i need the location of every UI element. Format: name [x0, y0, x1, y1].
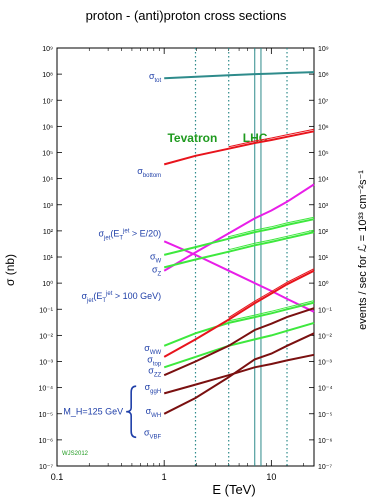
series-line	[163, 301, 315, 347]
higgs-mass-label: M_H=125 GeV	[63, 407, 123, 417]
series-label: σWW	[144, 343, 161, 356]
y-tick-label-left: 10¹	[43, 255, 54, 262]
series-label: σbottom	[137, 166, 161, 179]
series-label: σW	[150, 252, 162, 265]
footnote: WJS2012	[62, 451, 89, 457]
y-tick-label-right: 10⁴	[318, 177, 329, 184]
y-tick-label-right: 10⁻²	[318, 333, 332, 340]
series-label: σZZ	[148, 365, 161, 378]
y-tick-label-right: 10⁸	[318, 72, 329, 79]
series-line	[163, 321, 315, 369]
y-tick-label-left: 10⁷	[43, 98, 54, 105]
higgs-brace	[126, 385, 137, 439]
y-tick-label-right: 10⁻³	[318, 360, 332, 367]
y-tick-label-right: 10⁵	[318, 151, 329, 158]
plot-area: 10⁻⁷ 10⁻⁷ 10⁻⁶ 10⁻⁶ 10⁻⁵ 10⁻⁵ 10⁻⁴ 10⁻⁴ 10⁻³ 10⁻³…	[39, 46, 333, 482]
y-tick-label-right: 10⁻¹	[318, 307, 332, 314]
y-tick-label-right: 10³	[318, 203, 329, 210]
y-axis-label-left: σ (nb)	[3, 254, 17, 286]
series-line	[163, 353, 315, 395]
y-tick-label-left: 10⁶	[42, 124, 53, 131]
y-tick-label-left: 10⁻³	[39, 360, 53, 367]
y-tick-label-right: 10⁷	[318, 98, 329, 105]
y-tick-label-right: 10⁻⁶	[318, 438, 332, 445]
series-line	[163, 130, 315, 166]
series-line-secondary	[228, 268, 315, 319]
series-line	[163, 183, 315, 272]
y-tick-label-left: 10⁰	[42, 280, 53, 288]
series-line	[163, 240, 315, 313]
y-tick-label-left: 10⁻⁶	[39, 438, 53, 445]
x-tick-label: 10	[266, 472, 276, 482]
series-line	[163, 307, 315, 377]
series-line-secondary	[228, 300, 315, 322]
series-line	[163, 231, 315, 269]
x-axis-label: E (TeV)	[212, 482, 255, 497]
y-tick-label-left: 10⁻¹	[39, 307, 53, 314]
series-label: σtop	[147, 355, 162, 368]
series-label: σtot	[149, 71, 162, 84]
series-label: σggH	[145, 382, 162, 395]
series-label: σZ	[152, 265, 162, 278]
series-line-secondary	[228, 128, 315, 148]
y-tick-label-left: 10⁵	[42, 151, 53, 158]
y-tick-label-right: 10¹	[318, 255, 329, 262]
series-line	[164, 71, 315, 80]
x-tick-label: 0.1	[51, 472, 64, 482]
series-line	[163, 269, 315, 358]
y-axis-label-right: events / sec for ℒ = 10³³ cm⁻²s⁻¹	[357, 170, 369, 330]
series-label: σVBF	[144, 427, 162, 440]
chart-title: proton - (anti)proton cross sections	[86, 8, 287, 23]
series-label: σjet(ETjet > 100 GeV)	[81, 291, 161, 304]
series-line-secondary	[228, 216, 315, 238]
y-tick-label-left: 10⁴	[42, 177, 53, 184]
y-tick-label-right: 10⁹	[318, 46, 329, 53]
y-tick-label-right: 10⁶	[318, 124, 329, 131]
y-tick-label-left: 10⁹	[42, 46, 53, 53]
y-tick-label-left: 10⁻⁵	[39, 412, 53, 419]
y-tick-label-right: 10⁰	[318, 280, 329, 288]
series-line	[163, 332, 315, 415]
y-tick-label-right: 10²	[318, 229, 329, 236]
series-label: σWH	[146, 406, 162, 419]
series-label: σjet(ETjet > E/20)	[98, 229, 161, 242]
y-tick-label-left: 10⁻⁴	[39, 386, 54, 393]
y-tick-label-left: 10⁸	[42, 72, 53, 79]
x-tick-label: 1	[162, 472, 167, 482]
y-tick-label-left: 10³	[43, 203, 54, 210]
y-tick-label-right: 10⁻⁴	[318, 386, 333, 393]
series-line	[163, 218, 315, 256]
marker-label-tevatron: Tevatron	[167, 131, 217, 145]
series-line-secondary	[228, 229, 315, 251]
y-tick-label-left: 10⁻²	[39, 333, 53, 340]
y-tick-label-right: 10⁻⁵	[318, 412, 332, 419]
y-tick-label-left: 10⁻⁷	[39, 464, 53, 471]
y-tick-label-left: 10²	[43, 229, 54, 236]
y-tick-label-right: 10⁻⁷	[318, 464, 332, 471]
